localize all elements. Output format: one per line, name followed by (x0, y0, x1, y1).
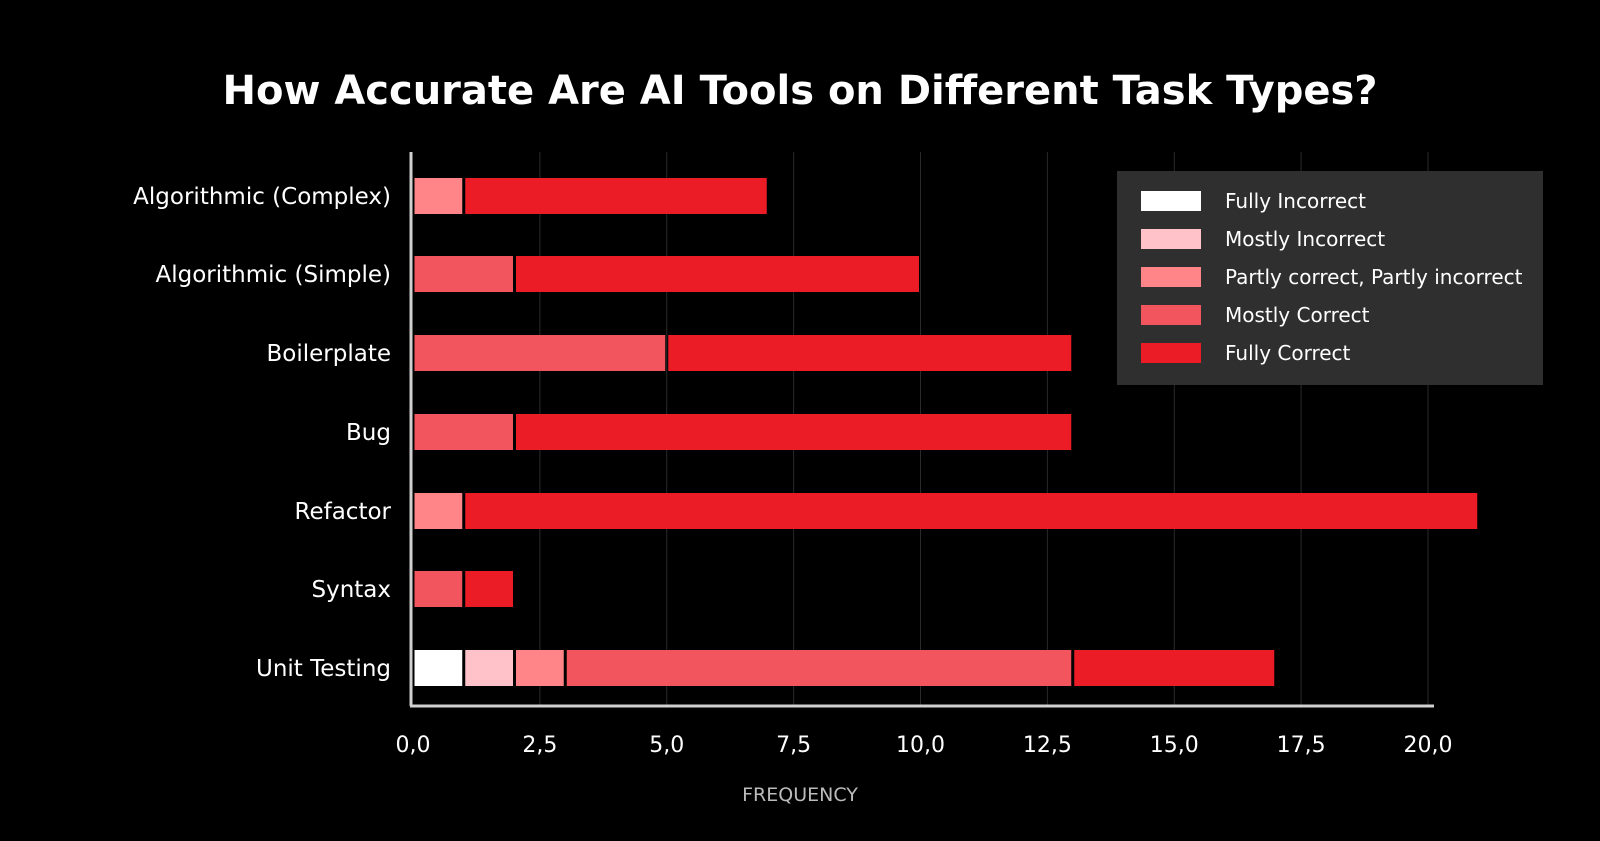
x-tick-label: 17,5 (1277, 733, 1326, 758)
legend-swatch (1141, 267, 1201, 287)
category-label: Bug (346, 420, 391, 446)
legend-label: Mostly Incorrect (1225, 227, 1385, 251)
bar-segment (414, 256, 513, 292)
category-label: Algorithmic (Complex) (133, 184, 391, 210)
category-label: Unit Testing (256, 656, 391, 682)
bar-segment (414, 650, 463, 686)
bar-segment (516, 650, 564, 686)
bar-segment (414, 414, 513, 450)
legend-swatch (1141, 229, 1201, 249)
chart-title: How Accurate Are AI Tools on Different T… (222, 68, 1377, 114)
x-tick-label: 5,0 (649, 733, 684, 758)
bar-segment (465, 571, 513, 607)
legend-swatch (1141, 191, 1201, 211)
category-labels: Algorithmic (Complex) Algorithmic (Simple… (133, 184, 391, 682)
x-tick-label: 7,5 (776, 733, 811, 758)
x-tick-label: 15,0 (1150, 733, 1199, 758)
bar-segment (414, 335, 666, 371)
category-label: Syntax (311, 577, 391, 603)
legend-label: Fully Incorrect (1225, 189, 1366, 213)
category-label: Algorithmic (Simple) (156, 262, 391, 288)
category-label: Boilerplate (267, 341, 392, 367)
legend-label: Mostly Correct (1225, 303, 1370, 327)
bar-segment (668, 335, 1072, 371)
legend-swatch (1141, 305, 1201, 325)
bar-segment (414, 178, 463, 214)
legend-label: Fully Correct (1225, 341, 1351, 365)
bar-segment (516, 414, 1072, 450)
category-label: Refactor (295, 499, 392, 525)
legend-swatch (1141, 343, 1201, 363)
bar-segment (414, 493, 463, 529)
bar-segment (465, 493, 1478, 529)
bar-segment (414, 571, 463, 607)
x-axis-title: FREQUENCY (742, 784, 858, 806)
x-tick-label: 0,0 (396, 733, 431, 758)
x-tick-label: 10,0 (896, 733, 945, 758)
bar-segment (1074, 650, 1275, 686)
bar-segment (465, 178, 767, 214)
bar-segment (516, 256, 919, 292)
legend-label: Partly correct, Partly incorrect (1225, 265, 1523, 289)
bar-segment (566, 650, 1072, 686)
x-tick-label: 12,5 (1023, 733, 1072, 758)
bars (414, 178, 1478, 686)
x-tick-label: 20,0 (1404, 733, 1453, 758)
x-tick-label: 2,5 (522, 733, 557, 758)
bar-segment (465, 650, 513, 686)
axes (409, 152, 1434, 708)
legend: Fully Incorrect Mostly Incorrect Partly co… (1117, 171, 1543, 385)
x-tick-labels: 0,0 2,5 5,0 7,5 10,0 12,5 15,0 17,5 20,0 (396, 733, 1453, 758)
